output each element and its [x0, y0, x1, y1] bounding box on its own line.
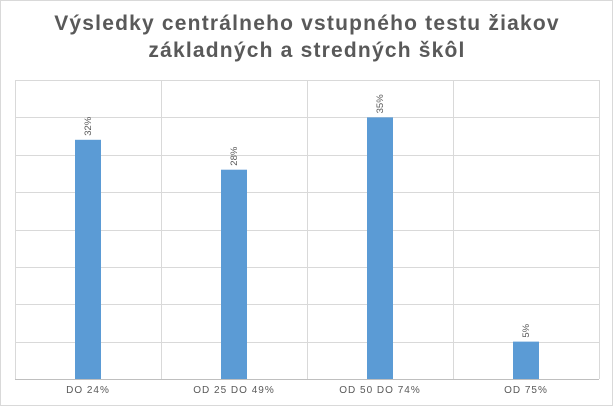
chart-title-line-2: základných a stredných škôl	[148, 39, 466, 62]
category-label: DO 24%	[66, 385, 110, 396]
data-label: 28%	[229, 146, 240, 166]
chart-title: Výsledky centrálneho vstupného testu žia…	[0, 10, 614, 64]
data-label: 5%	[521, 323, 532, 337]
category-label: OD 75%	[504, 385, 548, 396]
bar	[367, 117, 393, 379]
data-label: 32%	[83, 116, 94, 136]
category-label: OD 25 DO 49%	[193, 385, 274, 396]
bar	[513, 341, 539, 379]
gridlines	[15, 80, 600, 380]
chart-title-line-1: Výsledky centrálneho vstupného testu žia…	[54, 12, 560, 35]
labels: 32% DO 24% 28% OD 25 DO 49% 35% OD 50 DO 74% 5…	[66, 94, 548, 396]
category-label: OD 50 DO 74%	[339, 385, 420, 396]
bar	[221, 169, 247, 379]
data-label: 35%	[375, 94, 386, 114]
bars	[75, 117, 539, 379]
bar	[75, 139, 101, 379]
